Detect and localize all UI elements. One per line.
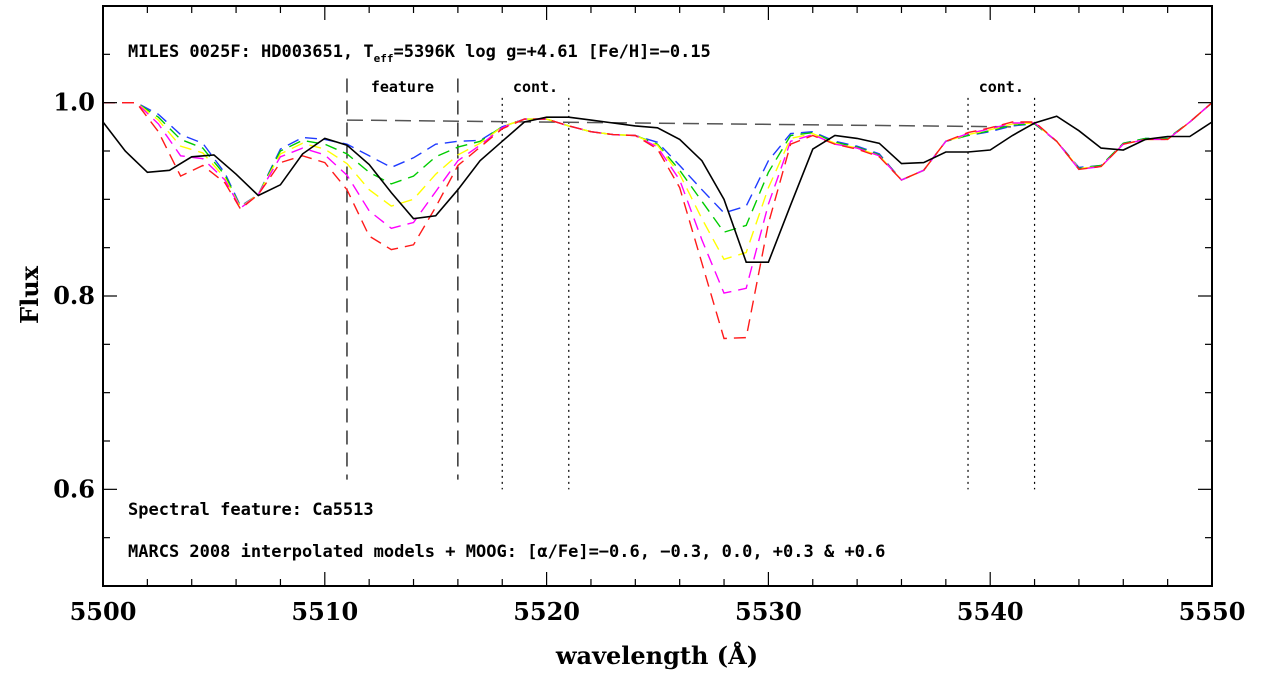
y-tick-label: 0.8 (53, 281, 95, 310)
x-tick-label: 5530 (735, 597, 802, 626)
model-series-line (103, 102, 1213, 340)
chart-title: MILES 0025F: HD003651, Teff=5396K log g=… (128, 42, 711, 65)
x-tick-label: 5540 (957, 597, 1024, 626)
x-axis-title: wavelength (Å) (555, 641, 758, 670)
continuum-left-label: cont. (513, 78, 558, 96)
model-series-line (103, 102, 1213, 234)
x-tick-label: 5520 (513, 597, 580, 626)
continuum-right-label: cont. (979, 78, 1024, 96)
model-series-line (103, 102, 1213, 214)
x-tick-label: 5550 (1179, 597, 1246, 626)
observed-spectrum-line (102, 115, 1213, 263)
title-subscript: eff (374, 52, 394, 65)
y-axis-title: Flux (15, 265, 44, 324)
plot-frame (102, 5, 1213, 587)
feature-band-label: feature (371, 78, 434, 96)
title-suffix: =5396K log g=+4.61 [Fe/H]=−0.15 (394, 42, 711, 62)
spectral-feature-note: Spectral feature: Ca5513 (128, 500, 374, 520)
title-prefix: MILES 0025F: HD003651, T (128, 42, 374, 62)
x-tick-label: 5510 (291, 597, 358, 626)
pseudo-continuum-line (346, 119, 1013, 128)
models-note: MARCS 2008 interpolated models + MOOG: [… (128, 542, 885, 562)
x-tick-label: 5500 (70, 597, 137, 626)
y-tick-label: 1.0 (53, 88, 95, 117)
model-series-line (103, 102, 1213, 261)
axis-ticks: 5500 5510 5520 5530 5540 5550 0.6 0.8 1.0 (53, 5, 1246, 626)
y-tick-label: 0.6 (53, 474, 95, 503)
plot-area (102, 78, 1213, 490)
